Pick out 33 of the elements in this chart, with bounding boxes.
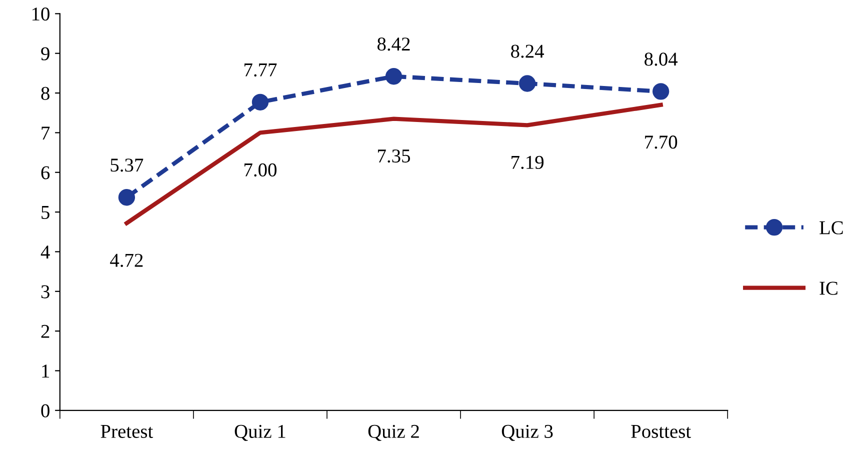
y-tick-label: 2 [41, 324, 50, 338]
data-label: 7.35 [378, 150, 410, 163]
x-tick-label: Pretest [100, 425, 154, 438]
y-tick-label: 4 [40, 246, 50, 258]
x-tick-label: Quiz 3 [502, 424, 553, 441]
data-label: 4.72 [110, 254, 143, 267]
data-label: 7.77 [244, 64, 277, 77]
legend-label: LC [820, 221, 843, 234]
y-tick-label: 0 [41, 404, 50, 418]
point [518, 75, 536, 92]
data-label: 7.00 [244, 163, 276, 177]
data-label: 8.04 [644, 52, 678, 66]
data-label: 7.19 [512, 156, 544, 169]
y-tick-label: 6 [41, 166, 50, 180]
x-tick-label: Quiz 1 [234, 424, 286, 441]
data-label: 5.37 [110, 158, 144, 172]
y-tick-label: 9 [41, 47, 50, 60]
y-tick-label: 7 [42, 126, 50, 140]
y-tick-label: 8 [41, 86, 50, 100]
y-tick-label: 10 [32, 7, 50, 21]
point [252, 94, 269, 110]
y-tick-label: 1 [42, 364, 50, 378]
legend-label: IC [820, 282, 838, 295]
x-tick-label: Posttest [631, 425, 691, 438]
point [385, 68, 402, 85]
point [652, 83, 670, 100]
data-label: 7.70 [645, 136, 678, 149]
y-tick-label: 5 [42, 206, 50, 219]
point [118, 189, 136, 206]
y-tick-label: 3 [41, 285, 50, 298]
data-label: 8.24 [511, 44, 544, 58]
x-tick-label: Quiz 2 [368, 424, 419, 441]
data-label: 8.42 [377, 38, 410, 51]
